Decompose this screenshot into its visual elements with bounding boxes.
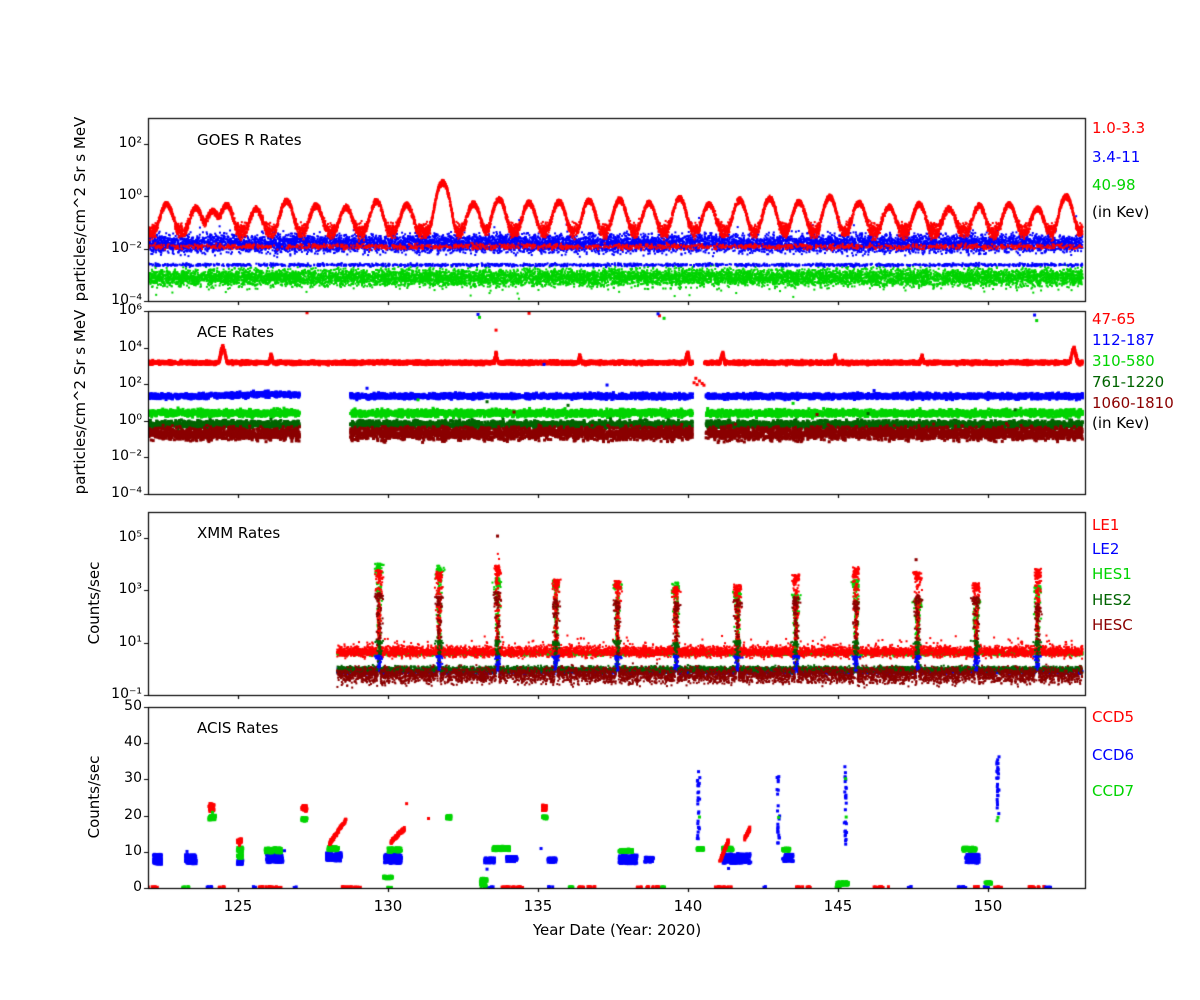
legend-ace-band2: 112-187 <box>1092 331 1155 349</box>
ytick-label: 10² <box>118 375 142 391</box>
xtick-label: 140 <box>673 897 703 915</box>
ytick-label: 40 <box>124 734 142 750</box>
legend-goes-units: (in Kev) <box>1092 203 1150 221</box>
ytick-label: 10⁵ <box>118 529 142 545</box>
ytick-label: 30 <box>124 770 142 786</box>
legend-xmm-hesc: HESC <box>1092 616 1133 634</box>
ytick-label: 50 <box>124 698 142 714</box>
ytick-label: 0 <box>133 879 142 895</box>
legend-xmm-hes1: HES1 <box>1092 565 1132 583</box>
ytick-label: 10⁰ <box>118 412 142 428</box>
legend-goes-band3: 40-98 <box>1092 176 1136 194</box>
ytick-label: 10⁻⁴ <box>111 292 142 308</box>
legend-acis-ccd6: CCD6 <box>1092 746 1135 764</box>
ytick-label: 10⁻² <box>111 240 142 256</box>
legend-acis-ccd7: CCD7 <box>1092 782 1135 800</box>
xtick-label: 135 <box>523 897 553 915</box>
ytick-label: 10⁴ <box>118 339 142 355</box>
ytick-label: 10² <box>118 135 142 151</box>
panel-title-acis: ACIS Rates <box>197 719 279 737</box>
xtick-label: 150 <box>973 897 1003 915</box>
legend-ace-band4: 761-1220 <box>1092 373 1165 391</box>
legend-ace-units: (in Kev) <box>1092 414 1150 432</box>
xtick-label: 145 <box>823 897 853 915</box>
legend-ace-band5: 1060-1810 <box>1092 394 1174 412</box>
ytick-label: 10⁻² <box>111 448 142 464</box>
ytick-label: 20 <box>124 807 142 823</box>
legend-acis-ccd5: CCD5 <box>1092 708 1135 726</box>
x-axis-label: Year Date (Year: 2020) <box>532 921 702 939</box>
ytick-label: 10⁶ <box>118 302 142 318</box>
ytick-label: 10¹ <box>118 634 142 650</box>
legend-ace-band1: 47-65 <box>1092 310 1136 328</box>
xtick-label: 130 <box>373 897 403 915</box>
legend-xmm-hes2: HES2 <box>1092 591 1132 609</box>
legend-xmm-le1: LE1 <box>1092 516 1120 534</box>
ytick-label: 10⁻⁴ <box>111 485 142 501</box>
ytick-label: 10⁰ <box>118 187 142 203</box>
legend-goes-band1: 1.0-3.3 <box>1092 119 1146 137</box>
legend-ace-band3: 310-580 <box>1092 352 1155 370</box>
legend-xmm-le2: LE2 <box>1092 540 1120 558</box>
panel-title-ace: ACE Rates <box>197 323 274 341</box>
ytick-label: 10 <box>124 843 142 859</box>
xtick-label: 125 <box>223 897 253 915</box>
ytick-label: 10⁻¹ <box>111 686 142 702</box>
panel-title-xmm: XMM Rates <box>197 524 281 542</box>
ytick-label: 10³ <box>118 581 142 597</box>
panel-title-goes: GOES R Rates <box>197 131 302 149</box>
legend-goes-band2: 3.4-11 <box>1092 148 1141 166</box>
